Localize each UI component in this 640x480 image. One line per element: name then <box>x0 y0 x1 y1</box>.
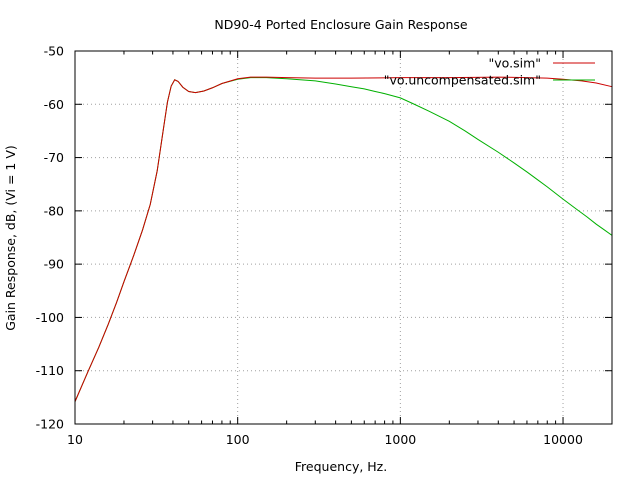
x-tick-label: 10000 <box>543 432 583 447</box>
axis-ticks <box>74 50 612 425</box>
y-tick-label: -110 <box>36 363 64 378</box>
legend-label-1: "vo.uncompensated.sim" <box>384 73 541 88</box>
y-axis-label: Gain Response, dB, (Vi = 1 V) <box>3 145 18 331</box>
series-line-0 <box>74 76 613 402</box>
chart-title: ND90-4 Ported Enclosure Gain Response <box>214 17 468 32</box>
x-tick-label: 100 <box>226 432 250 447</box>
grid <box>75 51 612 424</box>
x-tick-label: 1000 <box>384 432 416 447</box>
legend: "vo.sim" "vo.uncompensated.sim" <box>384 56 595 88</box>
y-tick-label: -120 <box>36 417 64 432</box>
y-tick-label: -80 <box>44 203 64 218</box>
y-tick-label: -100 <box>36 310 64 325</box>
series-lines <box>74 76 613 402</box>
y-tick-label: -90 <box>44 257 64 272</box>
plot-border <box>74 50 613 425</box>
y-tick-label: -60 <box>44 97 64 112</box>
y-tick-label: -50 <box>44 44 64 59</box>
x-axis-label: Frequency, Hz. <box>295 459 387 474</box>
x-tick-label: 10 <box>67 432 83 447</box>
y-tick-label: -70 <box>44 150 64 165</box>
legend-label-0: "vo.sim" <box>489 56 541 71</box>
